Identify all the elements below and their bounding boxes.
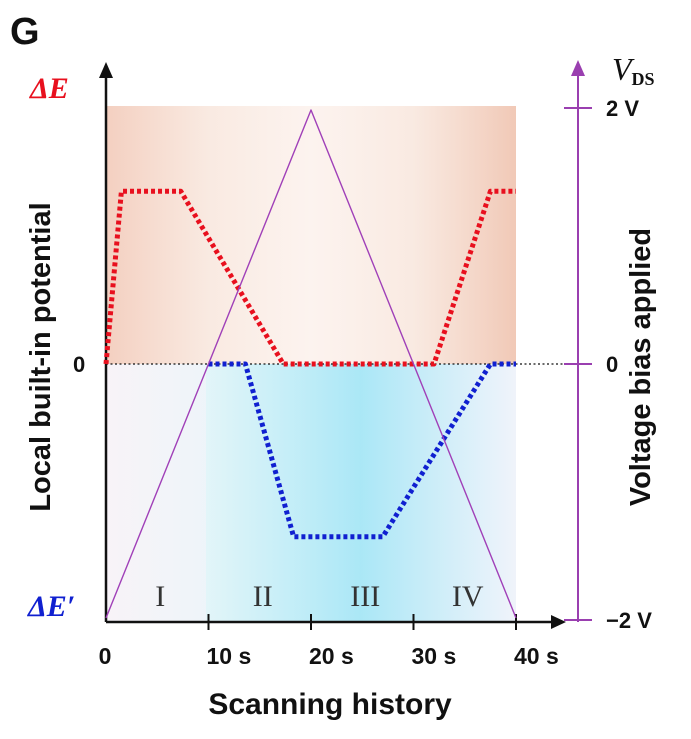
left-top-label: ΔE	[29, 72, 69, 105]
x-axis-arrow	[551, 615, 566, 629]
x-ticks: 0 10 s 20 s 30 s 40 s	[99, 614, 559, 669]
right-tick-label: 0	[606, 352, 618, 377]
left-axis-arrow	[99, 62, 113, 78]
right-axis-title-main: V	[612, 51, 635, 87]
x-tick-label: 30 s	[412, 643, 457, 669]
right-axis-arrow	[571, 60, 585, 76]
right-axis-title: VDS	[612, 51, 655, 89]
region-label: III	[350, 580, 380, 613]
x-tick-label: 10 s	[207, 643, 252, 669]
y-axis-right-title: Voltage bias applied	[625, 228, 657, 506]
positive-region-shade	[106, 106, 516, 364]
series-line	[103, 188, 516, 367]
left-zero-label: 0	[73, 352, 85, 377]
right-tick-label: 2 V	[606, 96, 639, 121]
x-tick-label: 0	[99, 643, 112, 669]
right-axis-title-sub: DS	[632, 69, 655, 89]
x-axis-title: Scanning history	[208, 688, 452, 721]
y-axis-left-title: Local built-in potential	[25, 202, 57, 511]
region-label: II	[253, 580, 273, 613]
x-tick-label: 40 s	[514, 643, 559, 669]
region-labels: I II III IV	[155, 580, 484, 613]
series-line	[105, 109, 517, 619]
left-bottom-label: ΔE′	[27, 590, 75, 623]
series-layer	[103, 109, 517, 619]
panel-label: G	[10, 11, 40, 53]
x-tick-label: 20 s	[309, 643, 354, 669]
series-line	[208, 361, 516, 540]
region-label: I	[155, 580, 165, 613]
right-tick-label: −2 V	[606, 608, 652, 633]
region-label: IV	[452, 580, 484, 613]
right-ticks: 2 V 0 −2 V	[564, 96, 652, 633]
